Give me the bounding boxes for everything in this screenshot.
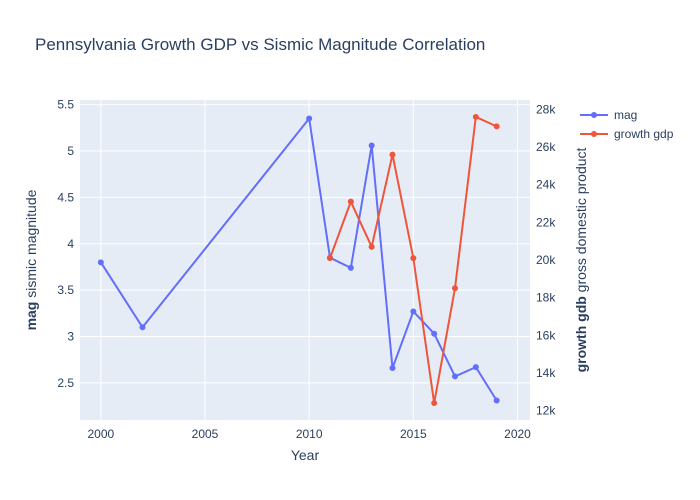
data-point-1 xyxy=(368,142,375,149)
y-tick-label: 5 xyxy=(67,144,74,158)
legend: mag growth gdp xyxy=(580,108,674,141)
data-point-1 xyxy=(493,397,500,404)
data-point-1 xyxy=(389,365,396,372)
y-tick-label: 4.5 xyxy=(57,190,74,204)
data-point-1 xyxy=(410,308,417,315)
legend-label-2: growth gdp xyxy=(614,127,674,141)
data-point-1 xyxy=(347,264,354,271)
data-point-1 xyxy=(472,364,479,371)
data-point-2 xyxy=(327,255,333,262)
data-point-2 xyxy=(472,113,479,120)
x-tick-label: 2005 xyxy=(192,427,219,441)
series-layer xyxy=(97,113,500,407)
y2-tick-label: 22k xyxy=(536,215,556,229)
data-point-1 xyxy=(306,115,313,122)
y2-tick-label: 12k xyxy=(536,404,556,418)
data-point-2 xyxy=(452,285,458,292)
y2-tick-label: 24k xyxy=(536,178,556,192)
y2-tick-label: 20k xyxy=(536,253,556,267)
y-tick-label: 2.5 xyxy=(57,376,74,390)
data-point-2 xyxy=(431,400,438,407)
series-line-1 xyxy=(99,117,498,402)
data-point-2 xyxy=(389,151,396,158)
plot-background xyxy=(80,100,530,420)
y2-tick-label: 28k xyxy=(536,102,556,116)
data-point-2 xyxy=(410,255,417,262)
axis-layer: 2000 2005 2010 2015 2020 2.5 3 3.5 4 4.5 5 5.5 12k 14… xyxy=(57,98,556,441)
x-tick-label: 2020 xyxy=(504,427,531,441)
grid-layer xyxy=(80,100,530,420)
y-tick-label: 3 xyxy=(67,330,74,344)
y-tick-label: 3.5 xyxy=(57,283,74,297)
data-point-2 xyxy=(347,198,354,205)
chart-title: Pennsylvania Growth GDP vs Sismic Magnit… xyxy=(35,35,485,54)
y-axis-title-rest: sismic magnitude xyxy=(23,189,39,301)
legend-label-1: mag xyxy=(614,108,637,122)
data-point-2 xyxy=(368,243,375,250)
x-axis-title: Year xyxy=(291,447,320,463)
data-point-1 xyxy=(452,373,458,380)
y-axis-title-bold: mag xyxy=(23,302,39,331)
data-point-1 xyxy=(97,259,104,266)
x-tick-label: 2000 xyxy=(87,427,114,441)
y-tick-label: 5.5 xyxy=(57,98,74,112)
y2-tick-label: 26k xyxy=(536,140,556,154)
y2-axis-title: growth gdb gross domestic product xyxy=(573,147,589,372)
y2-axis-title-bold: growth gdb xyxy=(573,296,589,372)
y2-tick-label: 14k xyxy=(536,366,556,380)
y-axis-title: mag sismic magnitude xyxy=(23,189,39,330)
x-tick-label: 2015 xyxy=(400,427,427,441)
data-point-1 xyxy=(139,324,146,331)
y2-axis-title-rest: gross domestic product xyxy=(573,147,589,296)
y-tick-label: 4 xyxy=(67,237,74,251)
data-point-1 xyxy=(431,330,438,337)
x-tick-label: 2010 xyxy=(296,427,323,441)
y2-tick-label: 18k xyxy=(536,291,556,305)
y2-tick-label: 16k xyxy=(536,328,556,342)
legend-marker-2 xyxy=(591,131,597,137)
data-point-2 xyxy=(493,123,500,130)
legend-marker-1 xyxy=(591,112,597,118)
